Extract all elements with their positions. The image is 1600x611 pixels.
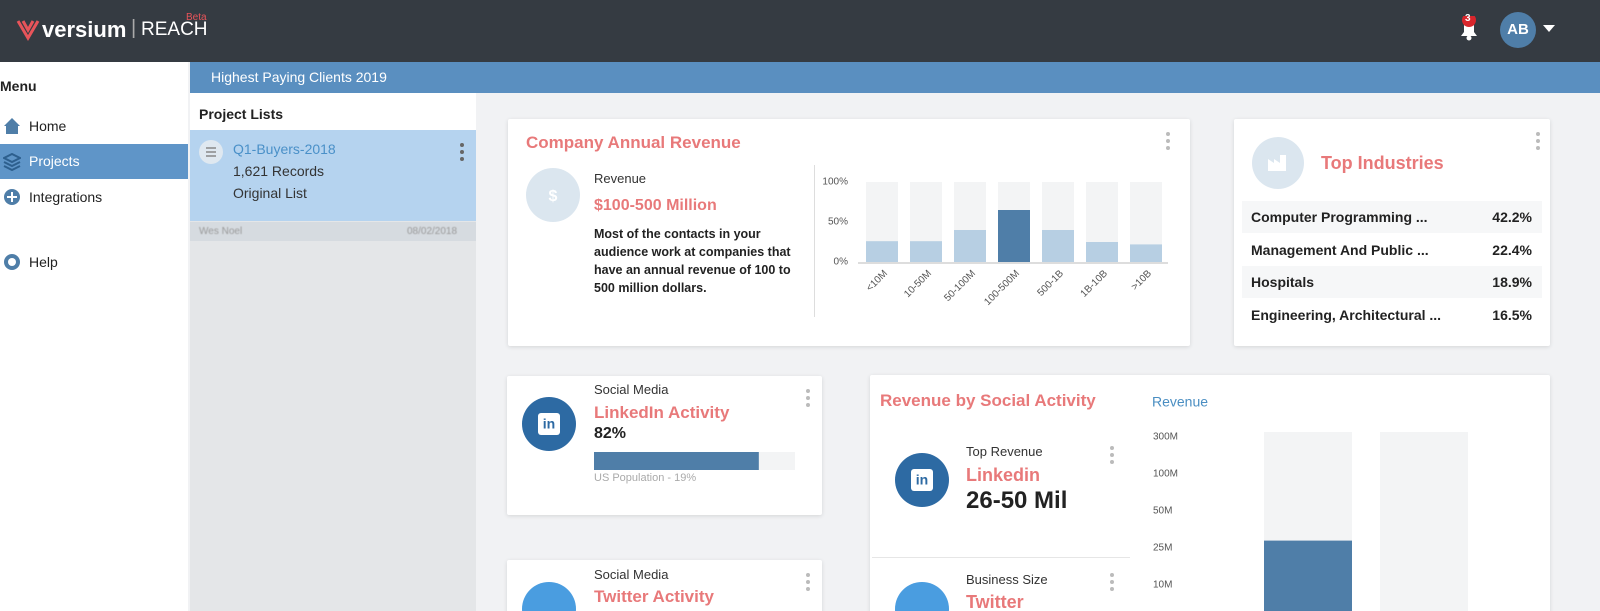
project-panel-title: Project Lists <box>199 106 284 122</box>
svg-text:$: $ <box>549 188 558 205</box>
row-bg <box>1242 201 1542 233</box>
project-item[interactable] <box>190 130 476 221</box>
twitter-icon <box>522 582 576 611</box>
banner-title: Highest Paying Clients 2019 <box>211 69 387 85</box>
kebab-menu[interactable] <box>1532 131 1544 151</box>
avatar[interactable]: AB <box>1500 12 1536 48</box>
industry-name: Hospitals <box>1251 274 1315 290</box>
kebab-menu[interactable] <box>1106 445 1118 465</box>
industry-share: 42.2% <box>1492 209 1532 225</box>
activity-value: 82% <box>594 425 627 442</box>
progress-track <box>594 452 795 470</box>
card-title: Top Industries <box>1321 153 1444 173</box>
home-icon <box>4 118 20 134</box>
project-type: Original List <box>233 185 307 201</box>
kebab-menu[interactable] <box>456 142 468 162</box>
help-icon <box>4 254 20 270</box>
card-label: Social Media <box>594 382 669 397</box>
project-records: 1,621 Records <box>233 163 325 179</box>
card-title: Company Annual Revenue <box>526 133 741 152</box>
svg-text:in: in <box>916 472 928 488</box>
menu-title: Menu <box>0 78 37 94</box>
separator: | <box>131 17 137 39</box>
kebab-menu[interactable] <box>802 572 814 592</box>
card-title: LinkedIn Activity <box>594 403 730 422</box>
item-value: 26-50 Mil <box>966 487 1068 514</box>
industry-share: 18.9% <box>1492 274 1532 290</box>
industry-name: Engineering, Architectural ... <box>1251 306 1442 323</box>
brand: versium <box>42 17 127 42</box>
revenue-value: $100-500 Million <box>594 197 717 214</box>
menu-item[interactable]: Help <box>29 254 58 270</box>
industry-name: Computer Programming ... <box>1251 209 1428 225</box>
card-label: Social Media <box>594 567 669 582</box>
svg-text:in: in <box>543 416 555 432</box>
list-icon <box>199 140 223 164</box>
projects-icon <box>3 153 21 171</box>
product: REACH <box>141 19 208 40</box>
kebab-menu[interactable] <box>802 388 814 408</box>
revenue-label: Revenue <box>594 171 647 186</box>
project-panel-header <box>190 93 476 130</box>
project-date: 08/02/2018 <box>407 226 458 237</box>
kebab-menu[interactable] <box>1106 572 1118 592</box>
item-label: Business Size <box>966 572 1048 587</box>
menu-item[interactable]: Integrations <box>29 189 103 205</box>
dollar-icon: $ <box>526 168 580 222</box>
avatar-caret[interactable] <box>1542 24 1556 34</box>
industry-share: 16.5% <box>1492 306 1532 323</box>
banner <box>190 62 1600 93</box>
menu-item[interactable]: Projects <box>29 153 80 169</box>
population-note: US Population - 19% <box>594 472 697 484</box>
project-owner: Wes Noel <box>199 226 243 237</box>
bell-icon[interactable] <box>1456 16 1482 42</box>
revenue-description: Most of the contacts in your audience wo… <box>594 227 791 295</box>
kebab-menu[interactable] <box>1162 131 1174 151</box>
item-label: Top Revenue <box>966 444 1043 459</box>
separator <box>872 557 1130 558</box>
revenue-card <box>508 119 1190 346</box>
industry-share: 22.4% <box>1492 241 1532 258</box>
item-title: Twitter <box>966 592 1024 611</box>
card-title: Twitter Activity <box>594 587 714 606</box>
project-name[interactable]: Q1-Buyers-2018 <box>233 141 336 157</box>
top-bar <box>0 0 1600 62</box>
integrations-icon <box>4 189 20 205</box>
item-title: Linkedin <box>966 465 1041 485</box>
linkedin-icon: in <box>895 453 949 507</box>
menu-item[interactable]: Home <box>29 118 67 134</box>
divider <box>814 165 815 317</box>
menu-selected <box>0 144 188 179</box>
card-title: Revenue by Social Activity <box>880 391 1096 410</box>
industry-icon <box>1252 137 1304 189</box>
project-footer <box>190 222 476 241</box>
linkedin-icon: in <box>522 397 576 451</box>
logo-icon <box>16 20 40 41</box>
row-bg <box>1242 266 1542 298</box>
industry-name: Management And Public ... <box>1251 241 1429 258</box>
badge: Beta <box>186 12 207 23</box>
twitter-icon <box>895 582 949 611</box>
notification-count: 3 <box>1465 13 1471 24</box>
